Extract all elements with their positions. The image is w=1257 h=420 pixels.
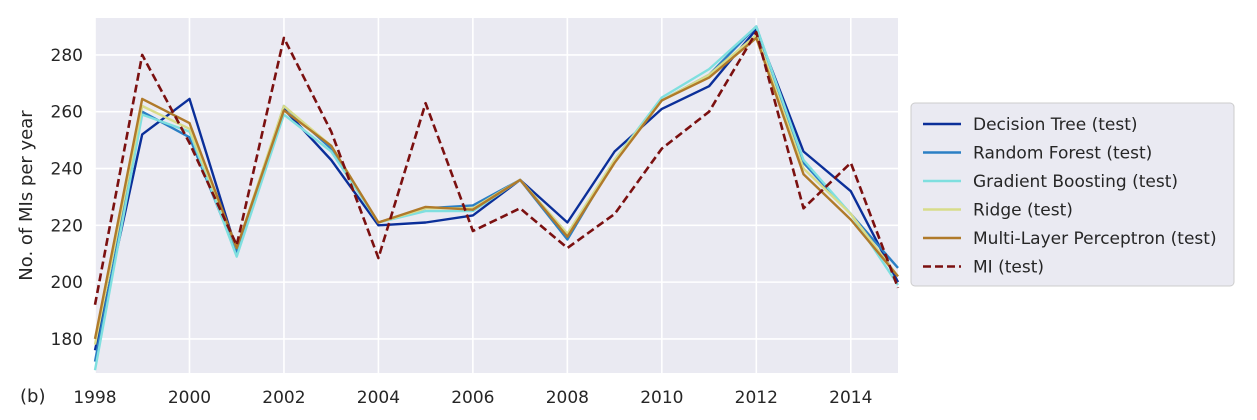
y-tick-label: 240	[51, 160, 83, 180]
legend-label: Random Forest (test)	[973, 144, 1152, 164]
panel-label: (b)	[20, 386, 45, 407]
y-tick-label: 200	[51, 273, 83, 293]
y-tick-label: 260	[51, 103, 83, 123]
y-axis-ticks: 180 200 220 240 260 280	[51, 46, 83, 350]
x-tick-label: 2012	[735, 388, 778, 408]
x-tick-label: 2014	[829, 388, 872, 408]
series-layer	[93, 25, 900, 371]
legend-label: Decision Tree (test)	[973, 115, 1138, 135]
x-tick-label: 2008	[546, 388, 589, 408]
y-tick-label: 280	[51, 46, 83, 66]
legend-label: Ridge (test)	[973, 201, 1073, 221]
x-tick-label: 2004	[357, 388, 400, 408]
x-tick-label: 1998	[73, 388, 116, 408]
x-axis-ticks: 1998 2000 2002 2004 2006 2008 2010 2012 2014	[73, 388, 872, 408]
x-tick-label: 2006	[451, 388, 494, 408]
legend-box	[910, 102, 1235, 287]
series-line	[93, 30, 900, 306]
y-tick-label: 180	[51, 330, 83, 350]
x-tick-label: 2010	[640, 388, 683, 408]
y-tick-label: 220	[51, 216, 83, 236]
legend: Decision Tree (test) Random Forest (test)…	[910, 102, 1235, 287]
legend-label: Multi-Layer Perceptron (test)	[973, 229, 1217, 249]
x-tick-label: 2000	[168, 388, 211, 408]
legend-label: MI (test)	[973, 258, 1044, 278]
legend-label: Gradient Boosting (test)	[973, 172, 1178, 192]
x-tick-label: 2002	[262, 388, 305, 408]
y-axis-title: No. of MIs per year	[16, 110, 37, 281]
